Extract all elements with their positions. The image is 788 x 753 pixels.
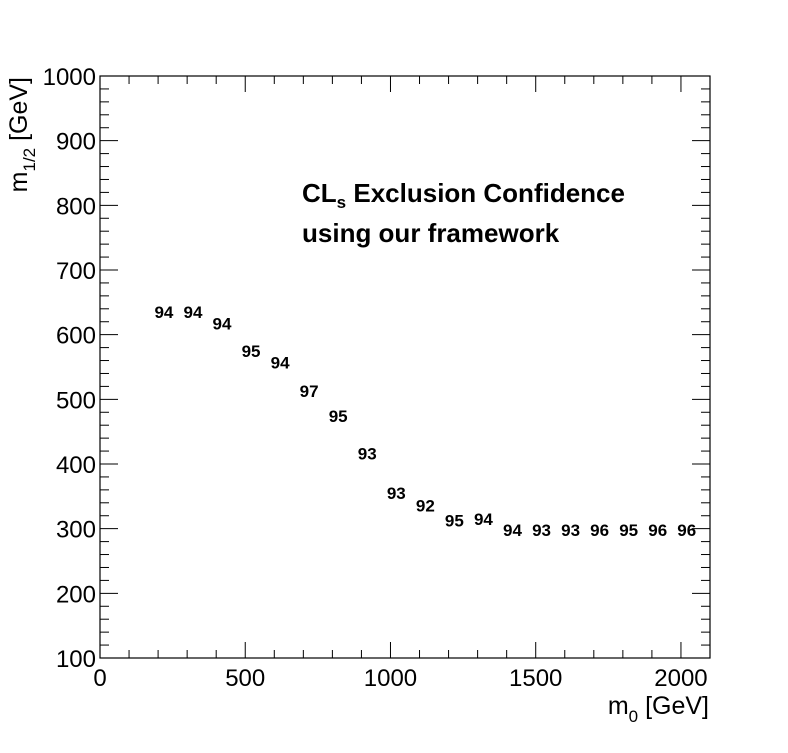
y-tick-label: 800 bbox=[56, 193, 96, 220]
y-tick-label: 200 bbox=[56, 581, 96, 608]
data-point-label: 95 bbox=[619, 521, 638, 540]
data-point-label: 94 bbox=[213, 315, 232, 334]
y-tick-label: 600 bbox=[56, 323, 96, 350]
y-tick-label: 300 bbox=[56, 517, 96, 544]
data-point-label: 93 bbox=[561, 521, 580, 540]
y-axis-title-sub: 1/2 bbox=[20, 148, 39, 172]
annotation-exclusion-text: Exclusion Confidence bbox=[346, 178, 625, 208]
y-tick-label: 100 bbox=[56, 646, 96, 673]
data-point-label: 96 bbox=[590, 521, 609, 540]
x-axis-title-unit: [GeV] bbox=[638, 692, 709, 720]
y-axis-title-main: m bbox=[5, 172, 33, 193]
data-point-label: 93 bbox=[387, 484, 406, 503]
x-axis-title: m0 [GeV] bbox=[608, 692, 709, 726]
y-tick-label: 500 bbox=[56, 387, 96, 414]
x-axis-title-sub: 0 bbox=[629, 707, 638, 726]
data-point-label: 96 bbox=[677, 521, 696, 540]
data-point-label: 93 bbox=[532, 521, 551, 540]
axis-tick-labels: 0 500 1000 1500 2000 100 200 300 400 500 600 700 800… bbox=[43, 64, 708, 692]
x-tick-label: 1500 bbox=[509, 665, 562, 692]
x-tick-label: 2000 bbox=[654, 665, 707, 692]
plot-frame bbox=[99, 75, 711, 659]
y-tick-label: 900 bbox=[56, 129, 96, 156]
x-tick-label: 500 bbox=[225, 665, 265, 692]
data-point-label: 95 bbox=[242, 342, 261, 361]
data-point-label: 96 bbox=[648, 521, 667, 540]
data-point-label: 94 bbox=[474, 510, 493, 529]
annotation-cl-subscript: s bbox=[337, 193, 346, 212]
data-point-label: 94 bbox=[183, 303, 202, 322]
x-tick-label: 1000 bbox=[364, 665, 417, 692]
y-axis-title-unit: [GeV] bbox=[5, 77, 33, 148]
x-axis-title-main: m bbox=[608, 692, 629, 720]
annotation-cl: CL bbox=[302, 178, 337, 208]
data-point-label: 94 bbox=[154, 303, 173, 322]
data-point-labels: 94 94 94 95 94 97 95 93 93 92 95 94 94 93 93 96 95 96 96 bbox=[154, 303, 696, 540]
annotation-line2: using our framework bbox=[302, 218, 560, 248]
data-point-label: 95 bbox=[445, 511, 464, 530]
data-point-label: 92 bbox=[416, 496, 435, 515]
data-point-label: 97 bbox=[300, 382, 319, 401]
data-point-label: 94 bbox=[503, 521, 522, 540]
axis-ticks bbox=[99, 75, 711, 659]
y-tick-label: 700 bbox=[56, 258, 96, 285]
data-point-label: 93 bbox=[358, 445, 377, 464]
annotation-line1: CLs Exclusion Confidence bbox=[302, 178, 625, 212]
data-point-label: 95 bbox=[329, 407, 348, 426]
y-axis-title: m1/2 [GeV] bbox=[5, 77, 39, 192]
y-tick-label: 1000 bbox=[43, 64, 96, 91]
data-point-label: 94 bbox=[271, 353, 290, 372]
x-tick-label: 0 bbox=[93, 665, 106, 692]
y-tick-label: 400 bbox=[56, 452, 96, 479]
